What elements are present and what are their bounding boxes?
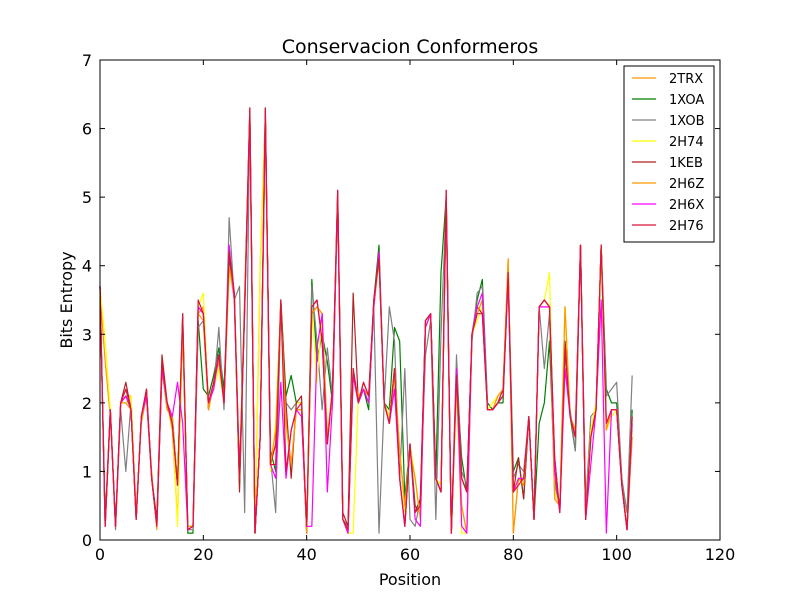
series-line-1xoa xyxy=(99,121,633,534)
series-line-2h76 xyxy=(99,107,633,534)
x-tick-label: 60 xyxy=(400,545,420,564)
legend-label-1xoa: 1XOA xyxy=(669,93,704,108)
y-tick-label: 3 xyxy=(82,325,92,344)
y-tick-label: 7 xyxy=(82,51,92,70)
legend-label-1keb: 1KEB xyxy=(669,156,703,171)
series-layer xyxy=(99,107,633,534)
x-tick-label: 20 xyxy=(193,545,213,564)
y-tick-label: 5 xyxy=(82,188,92,207)
legend-label-2h76: 2H76 xyxy=(669,219,704,234)
x-axis-label: Position xyxy=(379,570,441,589)
x-tick-label: 0 xyxy=(95,545,105,564)
x-tick-label: 100 xyxy=(601,545,632,564)
y-tick-label: 0 xyxy=(82,531,92,550)
y-axis-label: Bits Entropy xyxy=(57,251,76,348)
legend-label-2trx: 2TRX xyxy=(669,72,703,87)
y-tick-label: 6 xyxy=(82,120,92,139)
chart-title: Conservacion Conformeros xyxy=(282,36,539,58)
y-tick-label: 4 xyxy=(82,257,92,276)
legend-label-2h6x: 2H6X xyxy=(669,198,704,213)
legend-label-2h74: 2H74 xyxy=(669,135,704,150)
legend-box xyxy=(623,65,715,243)
y-tick-label: 2 xyxy=(82,394,92,413)
x-tick-label: 80 xyxy=(503,545,523,564)
legend-label-1xob: 1XOB xyxy=(669,114,705,129)
legend: 2TRX 1XOA 1XOB 2H74 1KEB 2H6Z 2H6X 2H76 xyxy=(623,65,715,243)
ticks-layer: 0 20 40 60 80 100 120 0 1 2 3 4 5 6 7 xyxy=(82,51,735,564)
y-tick-label: 1 xyxy=(82,462,92,481)
legend-label-2h6z: 2H6Z xyxy=(669,177,704,192)
x-tick-label: 120 xyxy=(705,545,736,564)
x-tick-label: 40 xyxy=(296,545,316,564)
